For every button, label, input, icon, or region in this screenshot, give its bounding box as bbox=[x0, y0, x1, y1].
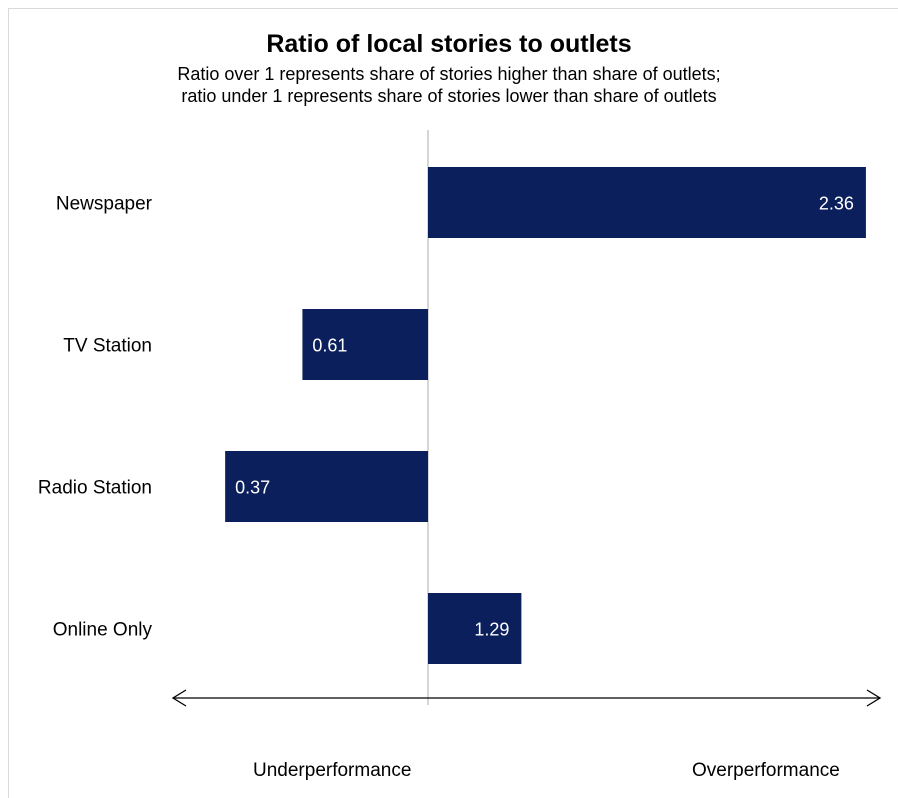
chart-subtitle: Ratio over 1 represents share of stories… bbox=[0, 63, 898, 107]
bars-layer: Newspaper 2.36 TV Station 0.61 Radio Station… bbox=[38, 167, 866, 664]
category-label: Online Only bbox=[53, 620, 153, 641]
bar-tv-station bbox=[302, 309, 428, 380]
chart-frame bbox=[8, 8, 898, 798]
value-label: 2.36 bbox=[819, 194, 854, 214]
category-label: TV Station bbox=[63, 336, 152, 357]
category-label: Radio Station bbox=[38, 478, 152, 499]
subtitle-line-1: Ratio over 1 represents share of stories… bbox=[177, 64, 721, 84]
bar-online-only bbox=[428, 593, 522, 664]
bar-radio-station bbox=[225, 451, 428, 522]
value-label: 0.61 bbox=[312, 336, 347, 356]
value-label: 1.29 bbox=[474, 620, 509, 640]
overperformance-label: Overperformance bbox=[692, 760, 840, 781]
subtitle-line-2: ratio under 1 represents share of storie… bbox=[181, 86, 717, 106]
performance-axis-arrow bbox=[171, 689, 882, 707]
category-label: Newspaper bbox=[56, 194, 153, 215]
underperformance-label: Underperformance bbox=[253, 760, 412, 781]
value-label: 0.37 bbox=[235, 478, 270, 498]
bar-newspaper bbox=[428, 167, 866, 238]
chart-title: Ratio of local stories to outlets bbox=[266, 30, 632, 58]
